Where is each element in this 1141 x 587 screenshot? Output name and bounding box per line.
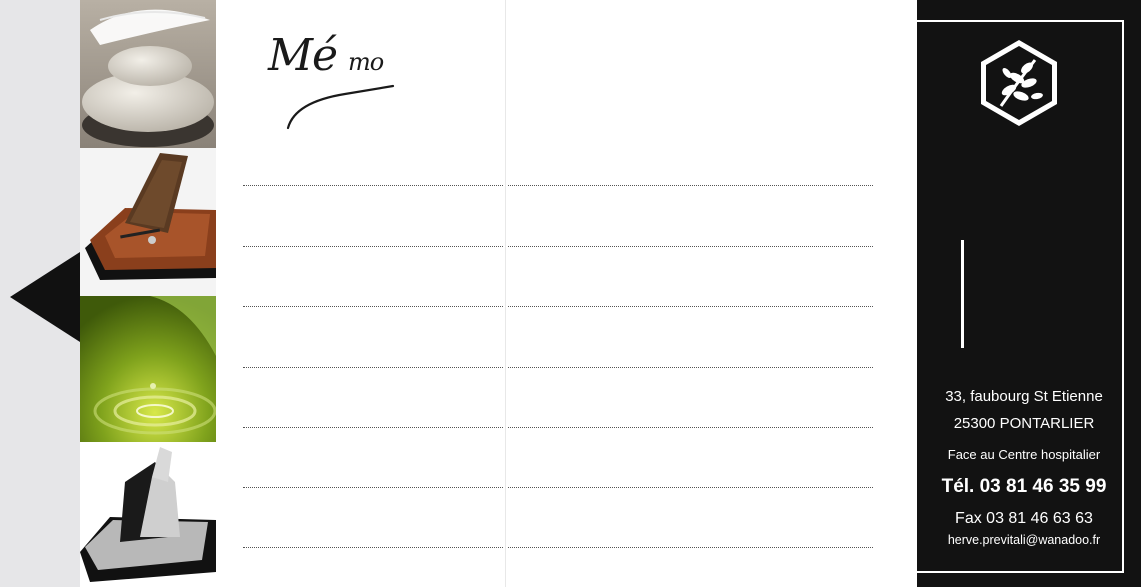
panel-frame-bottom: [917, 571, 1124, 573]
decorative-vertical-bar: [961, 240, 964, 348]
stones-feather-photo: [80, 0, 216, 148]
memo-line[interactable]: [508, 185, 873, 186]
book-monument-photo: [80, 148, 216, 296]
left-arrow-icon[interactable]: [10, 252, 80, 342]
panel-frame-top-left: [917, 20, 924, 22]
memo-line[interactable]: [243, 246, 503, 247]
memo-line[interactable]: [243, 185, 503, 186]
memo-line[interactable]: [243, 306, 503, 307]
memo-line[interactable]: [243, 367, 503, 368]
memo-line[interactable]: [243, 487, 503, 488]
memo-line[interactable]: [508, 367, 873, 368]
memo-line[interactable]: [508, 547, 873, 548]
email-address[interactable]: herve.previtali@wanadoo.fr: [947, 533, 1101, 547]
water-drop-leaf-photo: [80, 296, 216, 442]
fax-number: Fax 03 81 46 63 63: [955, 510, 1093, 527]
center-divider: [505, 0, 506, 587]
address-line-1: 33, faubourg St Etienne: [945, 388, 1103, 405]
memo-underline-swash: [286, 84, 395, 130]
memo-line[interactable]: [508, 246, 873, 247]
address-line-2: 25300 PONTARLIER: [953, 415, 1095, 432]
location-note: Face au Centre hospitalier: [947, 447, 1101, 462]
memo-title-text: Mé: [268, 30, 338, 81]
tree-branch-hexagon-icon: [981, 40, 1057, 126]
memo-title-text-small: mo: [348, 48, 384, 76]
granite-monument-photo: [80, 442, 216, 587]
memo-line[interactable]: [508, 427, 873, 428]
photo-column: [80, 0, 216, 587]
memo-line[interactable]: [508, 306, 873, 307]
memo-line[interactable]: [243, 427, 503, 428]
memo-line[interactable]: [243, 547, 503, 548]
phone-number[interactable]: Tél. 03 81 46 35 99: [941, 476, 1107, 497]
memo-title: Mé mo: [268, 30, 408, 130]
panel-frame: [924, 20, 1124, 573]
memo-line[interactable]: [508, 487, 873, 488]
